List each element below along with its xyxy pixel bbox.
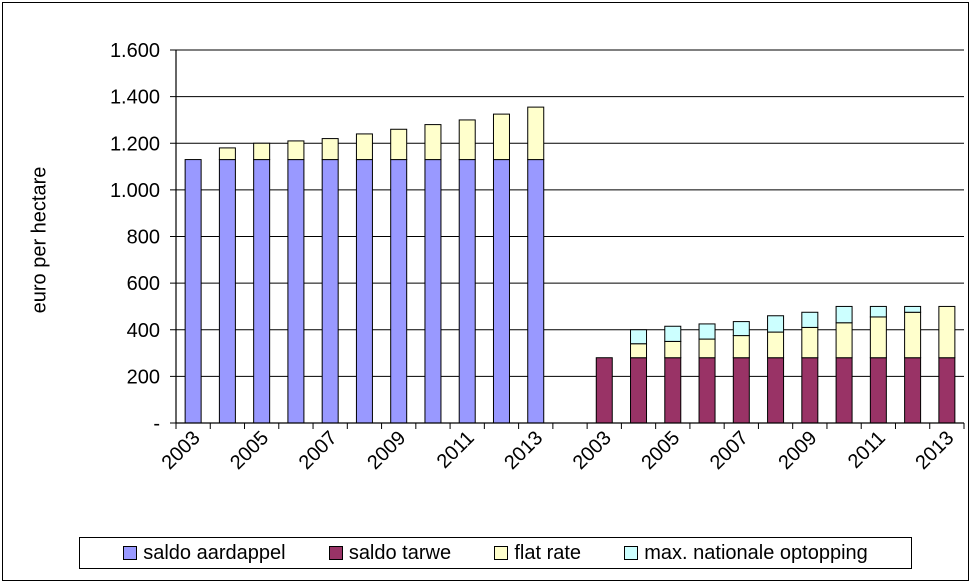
bar-segment-flat-rate	[698, 338, 716, 359]
bar-segment-saldo-tarwe	[595, 357, 613, 424]
bar-segment-flat-rate	[390, 128, 408, 161]
y-tick-label: 1.400	[110, 87, 160, 109]
y-tick-label: 1.000	[110, 180, 160, 202]
bar-segment-saldo-tarwe	[835, 357, 853, 424]
bar-segment-saldo-tarwe	[698, 357, 716, 424]
x-tick-label: 2011	[844, 427, 890, 473]
bar-segment-saldo-aardappel	[287, 159, 305, 424]
bar-segment-flat-rate	[630, 343, 648, 359]
bars	[184, 106, 956, 424]
x-tick-label: 2005	[637, 427, 684, 474]
bar-segment-flat-rate	[938, 305, 956, 359]
bar-segment-flat-rate	[904, 311, 922, 359]
bar-segment-max-nationale-optopping	[698, 323, 716, 340]
bar-segment-saldo-tarwe	[869, 357, 887, 424]
bar-segment-max-nationale-optopping	[869, 305, 887, 318]
bar-segment-saldo-aardappel	[458, 159, 476, 424]
bar-segment-saldo-tarwe	[801, 357, 819, 424]
y-axis-label-text: euro per hectare	[28, 166, 51, 314]
x-tick-label: 2009	[774, 427, 821, 474]
bar-segment-saldo-tarwe	[630, 357, 648, 424]
bar-segment-saldo-aardappel	[355, 159, 373, 424]
bar-segment-flat-rate	[801, 326, 819, 359]
axes	[170, 49, 965, 429]
x-tick-label: 2003	[158, 427, 205, 474]
legend-label: saldo aardappel	[143, 541, 286, 564]
legend-swatch	[624, 546, 639, 560]
bar-segment-flat-rate	[424, 124, 442, 161]
legend-label: flat rate	[514, 541, 582, 564]
y-tick-label: -	[153, 413, 160, 435]
bar-segment-max-nationale-optopping	[904, 305, 922, 313]
bar-segment-flat-rate	[321, 138, 339, 161]
legend: saldo aardappel saldo tarwe flat rate max. …	[79, 537, 912, 569]
legend-swatch	[494, 546, 509, 560]
bar-segment-saldo-tarwe	[664, 357, 682, 424]
bar-segment-flat-rate	[492, 113, 510, 161]
bar-segment-saldo-aardappel	[424, 159, 442, 424]
bar-segment-max-nationale-optopping	[732, 321, 750, 337]
bar-segment-flat-rate	[732, 335, 750, 359]
bar-segment-saldo-tarwe	[732, 357, 750, 424]
bar-segment-flat-rate	[767, 331, 785, 359]
bar-segment-flat-rate	[253, 142, 271, 161]
bar-segment-saldo-tarwe	[904, 357, 922, 424]
bar-segment-flat-rate	[355, 133, 373, 161]
x-tick-label: 2007	[295, 427, 342, 474]
y-tick-label: 1.600	[110, 40, 160, 62]
bar-segment-saldo-tarwe	[767, 357, 785, 424]
bar-segment-max-nationale-optopping	[630, 329, 648, 345]
bar-segment-max-nationale-optopping	[767, 315, 785, 333]
legend-swatch	[123, 546, 138, 560]
bar-segment-saldo-aardappel	[492, 159, 510, 424]
y-tick-label: 1.200	[110, 133, 160, 155]
bar-segment-flat-rate	[527, 106, 545, 161]
bar-segment-flat-rate	[869, 316, 887, 359]
y-tick-label: 400	[127, 320, 160, 342]
y-tick-label: 200	[127, 366, 160, 388]
bar-segment-saldo-aardappel	[184, 159, 202, 424]
x-tick-label: 2009	[363, 427, 410, 474]
bar-segment-saldo-aardappel	[527, 159, 545, 424]
bar-segment-flat-rate	[664, 340, 682, 359]
bar-segment-saldo-aardappel	[390, 159, 408, 424]
bar-segment-saldo-tarwe	[938, 357, 956, 424]
bar-segment-flat-rate	[835, 322, 853, 359]
x-tick-label: 2003	[569, 427, 616, 474]
y-tick-label: 800	[127, 227, 160, 249]
legend-label: max. nationale optopping	[644, 541, 868, 564]
legend-item: max. nationale optopping	[624, 542, 868, 565]
bar-segment-saldo-aardappel	[218, 159, 236, 424]
legend-item: saldo tarwe	[328, 541, 452, 565]
bar-segment-flat-rate	[287, 140, 305, 161]
legend-item: flat rate	[494, 542, 581, 565]
bar-segment-saldo-aardappel	[253, 159, 271, 424]
x-tick-labels: 2003 2005 2007 2009 2011 2013 2003 2005 2007 2009…	[158, 427, 959, 474]
legend-item: saldo aardappel	[123, 541, 286, 565]
y-tick-labels: - 200 400 600 800 1.000 1.200 1.400 1.600	[110, 40, 160, 435]
x-tick-label: 2005	[226, 427, 273, 474]
x-tick-label: 2013	[911, 427, 958, 474]
bar-segment-flat-rate	[218, 147, 236, 161]
legend-swatch	[328, 546, 343, 560]
bar-segment-saldo-aardappel	[321, 159, 339, 424]
gridlines	[176, 49, 964, 377]
x-tick-label: 2013	[500, 427, 547, 474]
bar-segment-max-nationale-optopping	[835, 305, 853, 324]
bar-segment-max-nationale-optopping	[664, 325, 682, 342]
x-tick-label: 2011	[433, 427, 479, 473]
legend-label: saldo tarwe	[348, 541, 452, 564]
bar-segment-max-nationale-optopping	[801, 311, 819, 328]
x-tick-label: 2007	[706, 427, 753, 474]
bar-segment-flat-rate	[458, 119, 476, 161]
y-tick-label: 600	[127, 273, 160, 295]
